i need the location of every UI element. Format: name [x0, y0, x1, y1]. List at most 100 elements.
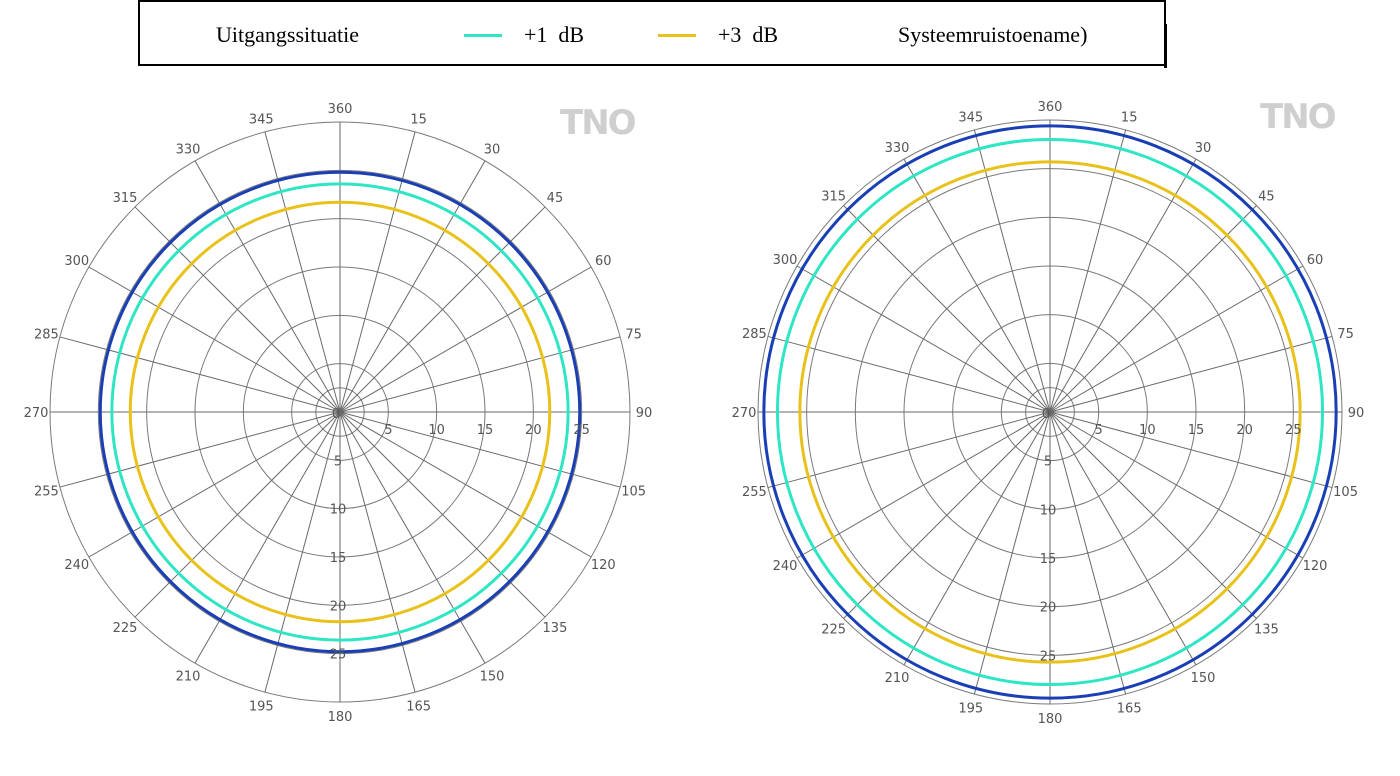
angle-tick-label: 315	[821, 190, 846, 205]
grid-spoke	[973, 411, 1051, 695]
grid-spoke	[339, 411, 416, 693]
radial-tick-label-x: 15	[477, 423, 494, 438]
grid-spoke	[339, 160, 486, 413]
radial-tick-label-x: 10	[1139, 423, 1156, 438]
radial-tick-label-y: 25	[1040, 649, 1057, 664]
angle-tick-label: 195	[958, 702, 983, 717]
angle-tick-label: 90	[636, 406, 653, 421]
series-line	[128, 200, 552, 624]
angle-tick-label: 330	[176, 143, 201, 158]
radial-tick-label-x: 0	[1042, 407, 1050, 422]
series-group	[98, 170, 582, 654]
grid-spoke	[339, 336, 621, 413]
radial-tick-label-x: 5	[384, 423, 392, 438]
series-line	[762, 124, 1338, 700]
angle-tick-label: 270	[732, 406, 757, 421]
legend-edge	[1164, 24, 1167, 68]
legend-box: Uitgangssituatie +1 dB +3 dB Systeemruis…	[138, 0, 1167, 68]
grid-spoke	[1049, 129, 1127, 413]
angle-tick-label: 135	[1254, 622, 1279, 637]
grid-spoke	[339, 266, 592, 413]
grid-spoke	[264, 131, 341, 413]
grid-spoke	[767, 335, 1051, 413]
grid-spoke	[903, 411, 1051, 666]
angle-tick-label: 120	[591, 558, 616, 573]
legend-item-plus3db: +3 dB	[658, 2, 778, 68]
grid-spoke	[1049, 158, 1197, 413]
grid-spoke	[796, 265, 1051, 413]
angle-tick-label: 75	[1337, 327, 1354, 342]
tno-logo: TNO	[1260, 97, 1336, 137]
grid-spoke	[1049, 411, 1304, 559]
radial-tick-label-y: 15	[330, 551, 347, 566]
angle-tick-label: 360	[1038, 100, 1063, 115]
legend-label: Uitgangssituatie	[216, 22, 359, 47]
radial-tick-label-y: 20	[1040, 601, 1057, 616]
angle-tick-label: 150	[480, 669, 505, 684]
angle-tick-label: 60	[1307, 253, 1324, 268]
angle-tick-label: 360	[328, 102, 353, 117]
grid-spoke	[88, 266, 341, 413]
grid-spoke	[264, 411, 341, 693]
radial-tick-label-x: 25	[573, 423, 590, 438]
grid-spoke	[1049, 205, 1257, 413]
angle-tick-label: 45	[1258, 190, 1275, 205]
grid-spoke	[88, 411, 341, 558]
legend-item-plus1db: +1 dB	[464, 2, 584, 68]
legend-label: +1 dB	[524, 22, 585, 47]
grid-spoke	[59, 336, 341, 413]
radial-tick-label-y: 5	[334, 454, 342, 469]
series-line	[110, 182, 570, 642]
angle-tick-label: 120	[1303, 559, 1328, 574]
angle-tick-label: 315	[113, 191, 138, 206]
radial-tick-label-x: 20	[1236, 423, 1253, 438]
series-group	[762, 124, 1338, 700]
grid-spoke	[339, 411, 486, 664]
legend-item-systeemruistoename: Systeemruistoename)	[898, 2, 1087, 68]
angle-tick-label: 165	[1117, 702, 1142, 717]
radial-tick-label-y: 25	[330, 648, 347, 663]
polar-chart-left: 3601530456075901051201351501651801952102…	[24, 102, 653, 725]
grid-spoke	[767, 411, 1051, 489]
series-line	[98, 170, 582, 654]
grid-spoke	[339, 206, 546, 413]
grid-spoke	[339, 411, 621, 488]
grid-spoke	[1049, 411, 1127, 695]
radial-tick-label-x: 20	[525, 423, 542, 438]
grid-spoke	[134, 411, 341, 618]
angle-tick-label: 165	[406, 700, 431, 715]
angle-tick-label: 225	[821, 622, 846, 637]
angle-tick-label: 60	[595, 254, 612, 269]
angle-tick-label: 15	[1121, 110, 1138, 125]
angle-tick-label: 45	[547, 191, 564, 206]
radial-tick-label-y: 20	[330, 599, 347, 614]
series-line	[798, 160, 1302, 664]
angle-tick-label: 75	[625, 327, 642, 342]
legend-label: +3 dB	[718, 22, 779, 47]
legend-item-uitgangssituatie: Uitgangssituatie	[216, 2, 359, 68]
grid-spoke	[59, 411, 341, 488]
radial-tick-label-x: 15	[1188, 423, 1205, 438]
angle-tick-label: 225	[113, 621, 138, 636]
angle-tick-label: 105	[1333, 485, 1358, 500]
radial-tick-label-x: 0	[332, 407, 340, 422]
grid-spoke	[339, 411, 592, 558]
grid-spoke	[1049, 411, 1257, 619]
angle-tick-label: 180	[1038, 712, 1063, 727]
grid-spoke	[973, 129, 1051, 413]
grid-spoke	[194, 411, 341, 664]
grid-spoke	[339, 411, 546, 618]
angle-tick-label: 135	[543, 621, 568, 636]
angle-tick-label: 255	[34, 485, 59, 500]
legend-swatch	[464, 33, 502, 37]
grid-spoke	[903, 158, 1051, 413]
tno-logo: TNO	[560, 103, 636, 143]
angle-tick-label: 15	[410, 112, 427, 127]
angle-tick-label: 105	[621, 485, 646, 500]
angle-tick-label: 345	[249, 112, 274, 127]
radial-tick-label-x: 10	[428, 423, 445, 438]
angle-tick-label: 30	[484, 143, 501, 158]
angle-tick-label: 255	[742, 485, 767, 500]
grid-spoke	[134, 206, 341, 413]
radial-tick-label-y: 10	[1040, 503, 1057, 518]
